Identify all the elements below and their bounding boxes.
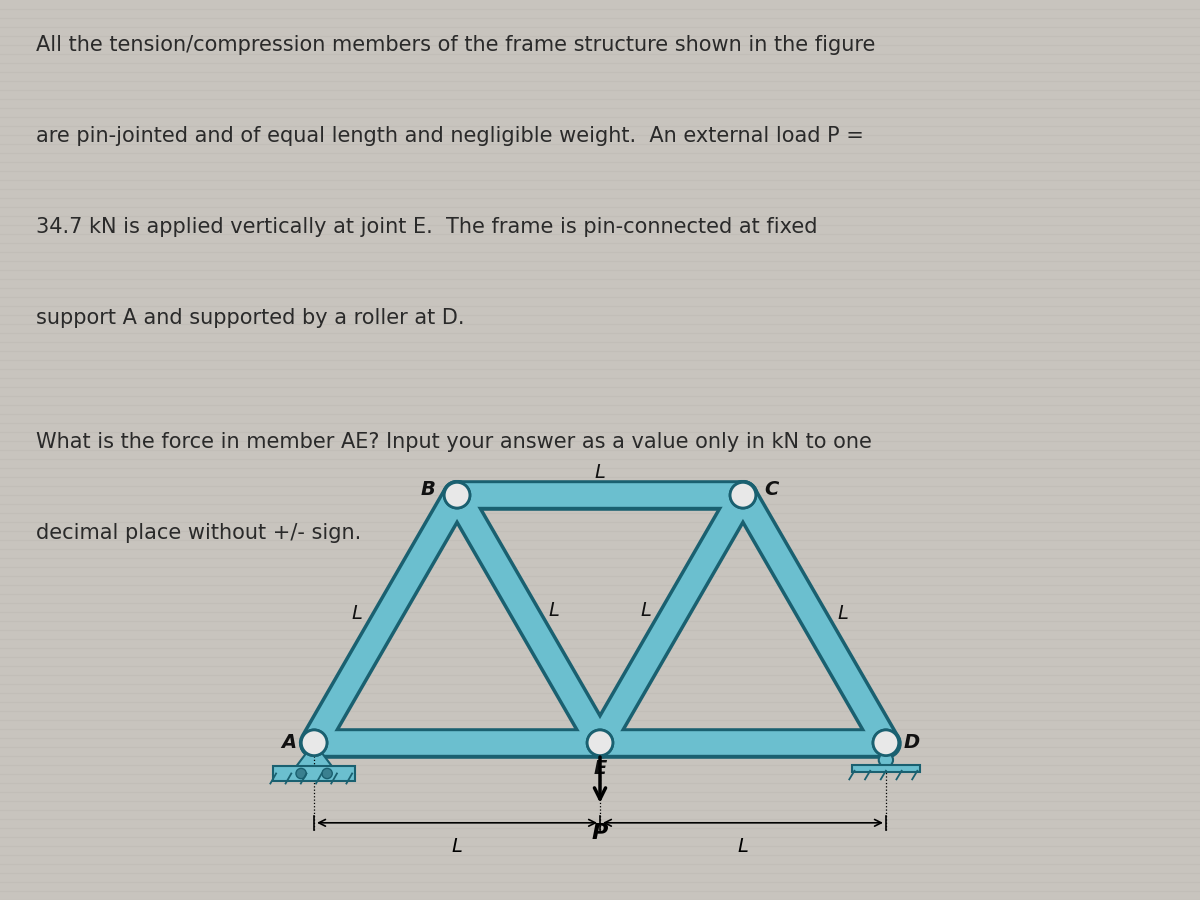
- Text: L: L: [641, 601, 652, 620]
- Circle shape: [322, 769, 332, 778]
- Text: are pin-jointed and of equal length and negligible weight.  An external load P =: are pin-jointed and of equal length and …: [36, 126, 863, 146]
- Circle shape: [301, 730, 326, 756]
- Text: All the tension/compression members of the frame structure shown in the figure: All the tension/compression members of t…: [36, 34, 875, 55]
- Circle shape: [730, 482, 756, 508]
- Bar: [274, 767, 355, 780]
- Text: L: L: [352, 604, 362, 623]
- Text: support A and supported by a roller at D.: support A and supported by a roller at D…: [36, 308, 464, 328]
- Text: D: D: [904, 734, 919, 752]
- Circle shape: [444, 482, 470, 508]
- Text: decimal place without +/- sign.: decimal place without +/- sign.: [36, 523, 361, 543]
- Text: L: L: [838, 604, 848, 623]
- Circle shape: [444, 482, 470, 508]
- Text: P: P: [592, 823, 608, 842]
- Bar: [852, 765, 920, 772]
- Text: 34.7 kN is applied vertically at joint E.  The frame is pin-connected at fixed: 34.7 kN is applied vertically at joint E…: [36, 217, 817, 237]
- Text: L: L: [451, 837, 462, 856]
- Text: B: B: [421, 480, 436, 499]
- Circle shape: [874, 730, 899, 756]
- Text: L: L: [594, 463, 606, 482]
- Text: L: L: [738, 837, 749, 856]
- Text: What is the force in member AE? Input your answer as a value only in kN to one: What is the force in member AE? Input yo…: [36, 432, 871, 452]
- Text: C: C: [764, 480, 779, 499]
- Circle shape: [587, 730, 613, 756]
- Circle shape: [296, 769, 306, 778]
- Circle shape: [878, 752, 893, 767]
- Circle shape: [874, 730, 899, 756]
- Text: L: L: [548, 601, 559, 620]
- Circle shape: [587, 730, 613, 756]
- Text: A: A: [281, 734, 296, 752]
- Circle shape: [301, 730, 326, 756]
- Text: E: E: [593, 759, 607, 778]
- Circle shape: [730, 482, 756, 508]
- Polygon shape: [288, 742, 340, 777]
